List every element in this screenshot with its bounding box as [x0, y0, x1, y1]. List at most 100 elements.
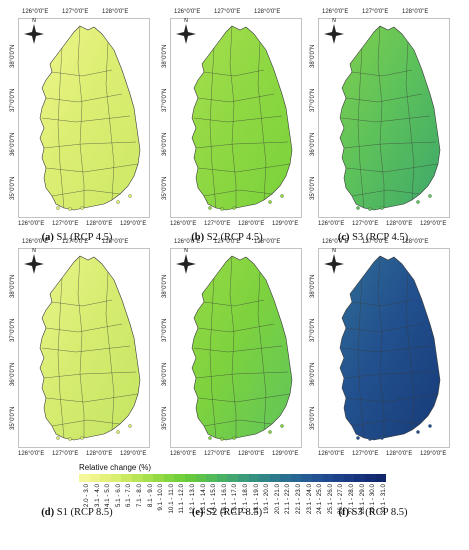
north-label: N — [32, 18, 36, 24]
island — [56, 436, 60, 440]
legend-title: Relative change (%) — [79, 463, 152, 472]
x-tick-label: 128°0'0"E — [86, 451, 113, 457]
legend-swatch — [269, 474, 281, 482]
district-boundary — [51, 189, 121, 197]
x-top-tick-label: 128°0'0"E — [402, 239, 429, 245]
legend-class-label: 22.1 - 23.0 — [295, 484, 302, 515]
y-tick-label: 35°0'0"N — [162, 406, 168, 430]
island — [128, 194, 132, 198]
panel-caption-letter: (d) — [41, 507, 55, 518]
y-tick-label: 37°0'0"N — [310, 318, 316, 342]
peninsula-region — [191, 255, 293, 441]
north-arrow-icon: N — [24, 18, 44, 44]
legend-swatch — [131, 474, 143, 482]
island — [56, 206, 60, 210]
y-tick-label: 38°0'0"N — [162, 274, 168, 298]
legend-swatch — [280, 474, 291, 482]
legend-swatch — [121, 474, 132, 482]
peninsula-region — [39, 255, 141, 441]
map-frame — [170, 248, 302, 448]
island — [220, 207, 224, 211]
panel-caption-letter: (a) — [41, 232, 54, 243]
x-top-tick-label: 127°0'0"E — [362, 239, 389, 245]
district-boundary — [405, 271, 415, 431]
x-tick-label: 128°0'0"E — [386, 221, 413, 227]
district-boundary — [209, 47, 217, 209]
legend-class-label: 10.1 - 11.0 — [167, 484, 175, 514]
x-top-tick-label: 126°0'0"E — [322, 239, 349, 245]
choropleth-map: N — [170, 18, 302, 218]
legend-class-label: 3.1 - 4.0 — [93, 484, 101, 508]
district-boundary — [203, 419, 273, 427]
x-top-tick-label: 128°0'0"E — [402, 9, 429, 15]
north-arrow-icon: N — [324, 18, 344, 44]
panel-caption-letter: (c) — [337, 232, 350, 243]
y-tick-label: 38°0'0"N — [10, 274, 16, 298]
x-tick-label: 127°0'0"E — [352, 451, 379, 457]
panel-caption-text: S1 (RCP 8.5) — [54, 507, 113, 518]
y-tick-label: 37°0'0"N — [10, 88, 16, 112]
island — [80, 206, 84, 210]
district-boundary — [197, 163, 291, 173]
district-boundary — [51, 419, 121, 427]
legend-swatch — [322, 474, 334, 482]
panel-caption: (e) S2 (RCP 8.5) — [152, 507, 302, 518]
x-tick-label: 127°0'0"E — [204, 221, 231, 227]
legend-class-label: 7.1 - 8.0 — [136, 484, 143, 508]
legend-class-label: 9.1 - 10.0 — [157, 484, 165, 511]
panel-caption-text: S1 (RCP 4.5) — [53, 232, 113, 243]
legend-class-label: 5.1 - 6.0 — [114, 484, 122, 508]
district-boundary — [351, 419, 421, 427]
legend-swatch — [89, 474, 101, 482]
district-boundary — [57, 47, 65, 209]
legend-swatch — [216, 474, 228, 482]
district-boundary — [41, 115, 131, 123]
island — [416, 430, 420, 434]
island — [356, 436, 360, 440]
legend-swatch — [290, 474, 302, 482]
district-boundary — [351, 69, 413, 77]
map-frame — [18, 18, 150, 218]
x-top-tick-label: 128°0'0"E — [102, 9, 129, 15]
x-tick-label: 128°0'0"E — [238, 451, 265, 457]
island — [380, 436, 384, 440]
y-tick-label: 36°0'0"N — [162, 362, 168, 386]
district-boundary — [405, 41, 415, 201]
district-boundary — [345, 393, 439, 403]
map-panel-c: N 126°0'0"E 127°0'0"E 128°0'0"E 129°0'0"E 126… — [310, 9, 450, 228]
peninsula-region — [39, 25, 141, 211]
district-boundary — [357, 47, 365, 209]
map-frame — [18, 248, 150, 448]
panel-caption: (d) S1 (RCP 8.5) — [2, 507, 152, 518]
district-boundary — [351, 299, 413, 307]
legend-swatch — [142, 474, 154, 482]
legend-class-label: 27.1 - 28.0 — [348, 484, 355, 515]
district-boundary — [193, 115, 283, 123]
legend-class-label: 24.1 - 25.0 — [316, 484, 324, 515]
district-boundary — [57, 277, 65, 439]
legend-swatch — [100, 474, 111, 482]
district-boundary — [203, 69, 265, 77]
district-boundary — [257, 41, 267, 201]
choropleth-map: N — [318, 248, 450, 448]
panel-caption-letter: (f) — [338, 507, 349, 518]
x-top-tick-label: 126°0'0"E — [174, 9, 201, 15]
legend-swatch — [301, 474, 313, 482]
x-tick-label: 127°0'0"E — [352, 221, 379, 227]
panel-caption-letter: (b) — [191, 232, 205, 243]
north-arrow-icon: N — [176, 248, 196, 274]
x-tick-label: 126°0'0"E — [318, 451, 345, 457]
legend-swatch — [163, 474, 175, 482]
north-label: N — [332, 248, 336, 254]
island — [428, 194, 432, 198]
x-top-tick-label: 128°0'0"E — [254, 239, 281, 245]
x-tick-label: 126°0'0"E — [170, 451, 197, 457]
district-boundary — [229, 25, 237, 208]
legend-class-label: 17.1 - 18.0 — [242, 484, 249, 515]
x-top-tick-label: 127°0'0"E — [62, 9, 89, 15]
legend-class-label: 2.0 - 3.0 — [83, 484, 90, 508]
panel-caption: (b) S2 (RCP 4.5) — [152, 232, 302, 243]
y-tick-label: 35°0'0"N — [10, 406, 16, 430]
legend-swatch — [375, 474, 387, 482]
y-tick-label: 37°0'0"N — [162, 318, 168, 342]
